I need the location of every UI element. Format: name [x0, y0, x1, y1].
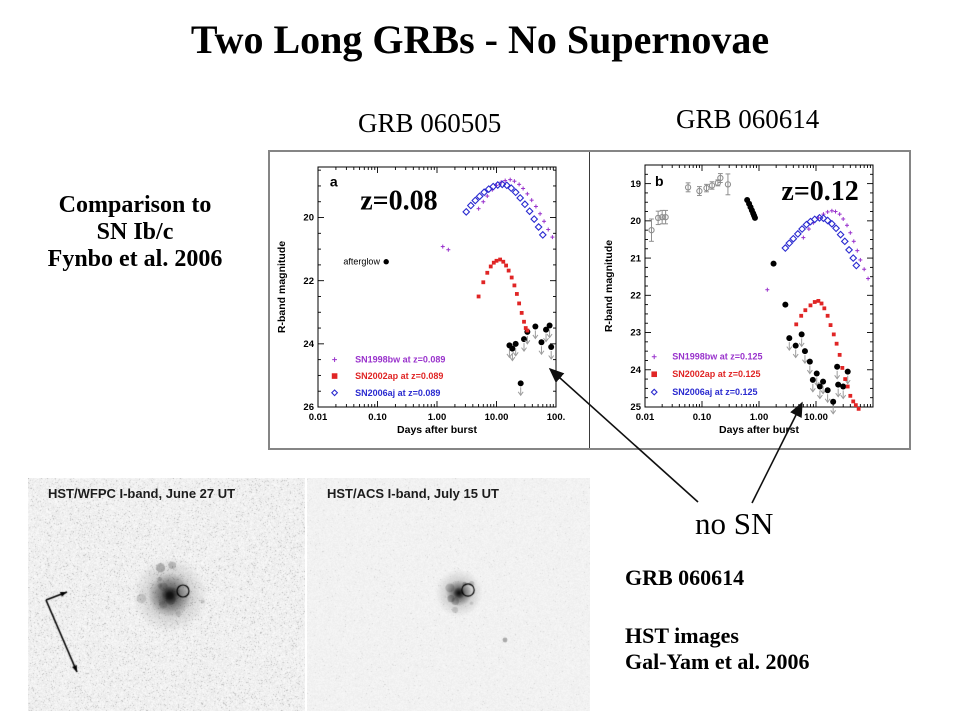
svg-text:0.10: 0.10 — [693, 412, 712, 423]
svg-text:0.10: 0.10 — [368, 412, 387, 423]
hst-wfpc-image-label: HST/WFPC I-band, June 27 UT — [48, 486, 236, 501]
series-sn2002ap-at-z-0-125 — [794, 298, 861, 411]
svg-text:20: 20 — [630, 216, 641, 227]
credit-line: Gal-Yam et al. 2006 — [625, 649, 810, 674]
svg-text:24: 24 — [303, 339, 314, 350]
series-host-upper-limits — [506, 322, 555, 397]
svg-text:21: 21 — [630, 253, 641, 264]
series-sn2006aj-at-z-0-089 — [462, 180, 547, 239]
svg-text:100.: 100. — [547, 412, 566, 423]
legend: SN1998bw at z=0.125 SN2002ap at z=0.125 SN… — [650, 352, 763, 397]
series-early-afterglow-ground — [648, 173, 732, 242]
x-axis-label: Days after burst — [397, 424, 477, 436]
slide-title: Two Long GRBs - No Supernovae — [190, 17, 770, 62]
svg-text:0.01: 0.01 — [309, 412, 328, 423]
redshift-label: z=0.08 — [360, 186, 437, 217]
svg-text:20: 20 — [303, 213, 314, 224]
y-axis-label: R-band magnitude — [276, 241, 288, 333]
svg-text:24: 24 — [630, 365, 641, 376]
svg-text:SN2006aj at z=0.089: SN2006aj at z=0.089 — [355, 388, 440, 398]
svg-text:10.00: 10.00 — [804, 412, 828, 423]
svg-text:26: 26 — [303, 402, 314, 413]
hst-wfpc-image — [28, 478, 305, 711]
svg-text:25: 25 — [630, 402, 641, 413]
svg-text:SN2006aj at z=0.125: SN2006aj at z=0.125 — [672, 387, 757, 397]
credit-block: HST images Gal-Yam et al. 2006 — [625, 623, 810, 675]
svg-text:19: 19 — [630, 179, 641, 190]
svg-text:SN1998bw at z=0.125: SN1998bw at z=0.125 — [672, 352, 762, 362]
figure-divider — [589, 152, 590, 448]
panel-a-title: GRB 060505 — [358, 108, 502, 138]
panel-b-title: GRB 060614 — [676, 104, 820, 134]
svg-text:0.01: 0.01 — [636, 412, 655, 423]
svg-text:23: 23 — [630, 328, 641, 339]
comparison-note: Comparison to SN Ib/c Fynbo et al. 2006 — [15, 192, 255, 273]
legend: SN1998bw at z=0.089 SN2002ap at z=0.089 SN… — [331, 355, 445, 398]
lightcurve-panel-a: 0.01 0.10 1.00 10.00 100. 20 22 24 26 Days after … — [276, 166, 566, 436]
comparison-note-line: Comparison to — [58, 192, 212, 218]
y-axis-label: R-band magnitude — [603, 240, 615, 332]
svg-text:SN2002ap at z=0.089: SN2002ap at z=0.089 — [355, 371, 443, 381]
credit-line: HST images — [625, 623, 739, 648]
series-grb-060505-afterglow — [383, 259, 389, 265]
panel-letter: a — [330, 174, 338, 190]
lightcurve-panel-b: 0.01 0.10 1.00 10.00 19 20 21 22 23 24 25 Days afte… — [603, 164, 874, 436]
comparison-note-line: SN Ib/c — [96, 219, 174, 245]
svg-text:1.00: 1.00 — [428, 412, 447, 423]
redshift-label: z=0.12 — [781, 176, 858, 207]
svg-text:22: 22 — [630, 291, 641, 302]
x-axis-label: Days after burst — [719, 424, 799, 436]
annotation-afterglow: afterglow — [343, 257, 380, 267]
no-sn-annotation: no SN — [695, 506, 774, 541]
svg-text:SN2002ap at z=0.125: SN2002ap at z=0.125 — [672, 369, 760, 379]
credit-grb-label: GRB 060614 — [625, 565, 745, 590]
svg-text:22: 22 — [303, 276, 314, 287]
hst-acs-image — [307, 478, 590, 711]
svg-text:10.00: 10.00 — [485, 412, 509, 423]
svg-text:SN1998bw at z=0.089: SN1998bw at z=0.089 — [355, 355, 445, 365]
series-host-upper-limits — [786, 331, 851, 415]
svg-text:1.00: 1.00 — [750, 412, 769, 423]
series-sn2002ap-at-z-0-089 — [476, 257, 530, 333]
panel-letter: b — [655, 173, 664, 189]
series-grb-060614-afterglow — [744, 196, 789, 308]
hst-acs-image-label: HST/ACS I-band, July 15 UT — [327, 486, 499, 501]
comparison-note-line: Fynbo et al. 2006 — [47, 246, 223, 272]
series-sn1998bw-at-z-0-125 — [765, 208, 871, 292]
series-sn2006aj-at-z-0-125 — [781, 213, 861, 270]
